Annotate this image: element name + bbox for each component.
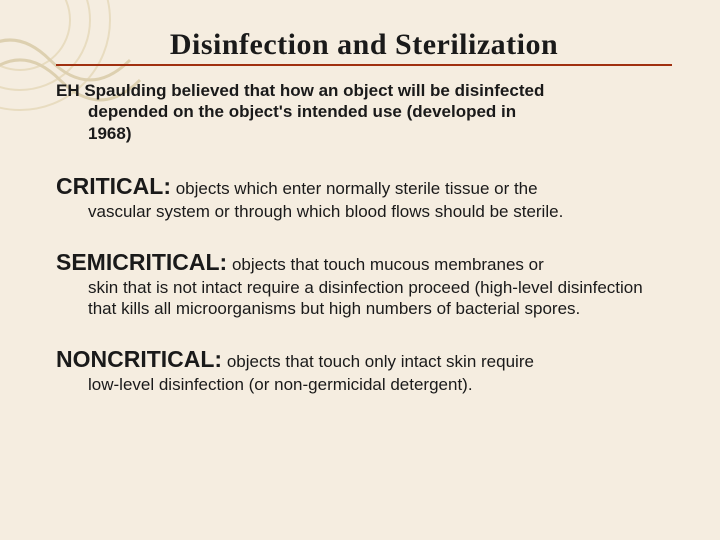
- category-critical: CRITICAL: objects which enter normally s…: [56, 172, 672, 222]
- category-label: CRITICAL:: [56, 173, 171, 199]
- category-noncritical: NONCRITICAL: objects that touch only int…: [56, 345, 672, 395]
- category-desc-first: objects that touch only intact skin requ…: [222, 352, 534, 371]
- intro-line2: depended on the object's intended use (d…: [56, 101, 672, 122]
- intro-line3: 1968): [56, 123, 672, 144]
- category-desc-first: objects which enter normally sterile tis…: [171, 179, 538, 198]
- category-desc-rest: low-level disinfection (or non-germicida…: [56, 374, 672, 395]
- category-desc-rest: skin that is not intact require a disinf…: [56, 277, 672, 320]
- category-label: SEMICRITICAL:: [56, 249, 227, 275]
- intro-line1: EH Spaulding believed that how an object…: [56, 81, 544, 100]
- category-label: NONCRITICAL:: [56, 346, 222, 372]
- category-semicritical: SEMICRITICAL: objects that touch mucous …: [56, 248, 672, 319]
- category-desc-rest: vascular system or through which blood f…: [56, 201, 672, 222]
- category-desc-first: objects that touch mucous membranes or: [227, 255, 544, 274]
- slide-content: Disinfection and Sterilization EH Spauld…: [0, 0, 720, 441]
- intro-paragraph: EH Spaulding believed that how an object…: [56, 80, 672, 144]
- slide-title: Disinfection and Sterilization: [56, 28, 672, 66]
